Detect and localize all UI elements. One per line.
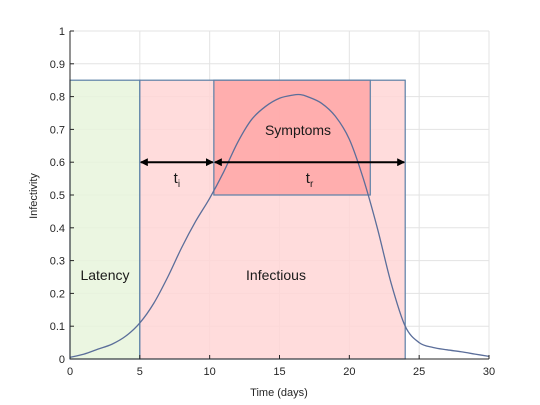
y-tick-label: 0.4: [50, 223, 65, 235]
y-tick-label: 0: [59, 354, 65, 366]
series: [69, 93, 490, 358]
y-tick-label: 1: [59, 26, 65, 38]
y-tick-label: 0.6: [50, 157, 65, 169]
region-latency: [69, 79, 141, 360]
y-tick-label: 0.1: [50, 321, 65, 333]
x-tick-label: 0: [67, 366, 73, 378]
axes: [69, 30, 490, 360]
y-axis-label: Infectivity: [28, 173, 40, 219]
x-tick-label: 5: [137, 366, 143, 378]
y-tick-label: 0.8: [50, 92, 65, 104]
x-tick-label: 15: [273, 366, 285, 378]
interval-label-r: tr: [306, 170, 314, 190]
y-tick-label: 0.5: [50, 190, 65, 202]
x-axis-label: Time (days): [250, 387, 308, 399]
x-tick-label: 30: [483, 366, 495, 378]
y-tick-label: 0.9: [50, 59, 65, 71]
region-label-infectious: Infectious: [246, 267, 306, 283]
region-label-latency: Latency: [80, 267, 129, 283]
y-tick-label: 0.7: [50, 124, 65, 136]
x-tick-label: 20: [343, 366, 355, 378]
region-label-symptoms: Symptoms: [265, 122, 331, 138]
regions: [69, 79, 406, 360]
y-tick-label: 0.3: [50, 256, 65, 268]
x-tick-label: 25: [413, 366, 425, 378]
x-tick-label: 10: [204, 366, 216, 378]
series-line-0: [69, 93, 490, 358]
y-tick-label: 0.2: [50, 288, 65, 300]
interval-label-i: ti: [174, 170, 180, 190]
